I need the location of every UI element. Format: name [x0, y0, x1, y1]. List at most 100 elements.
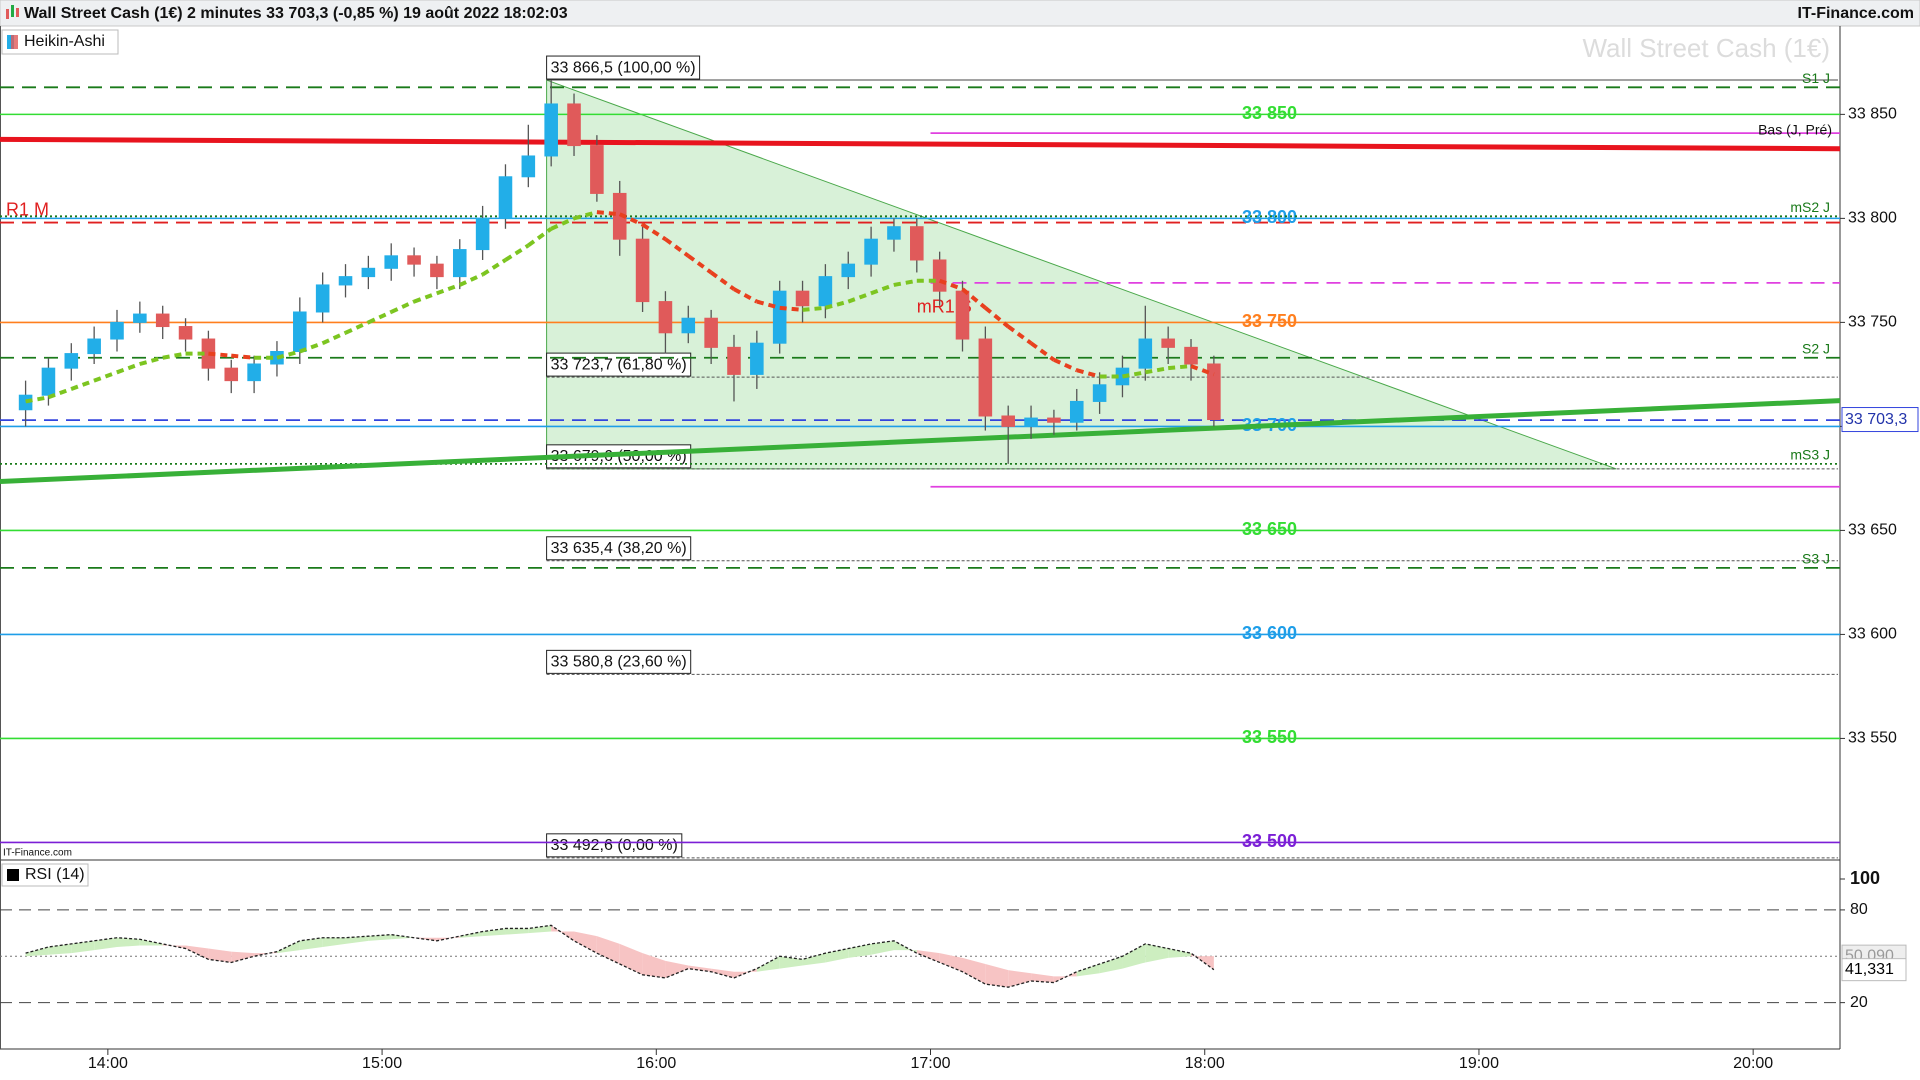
y-tick-label: 33 650	[1848, 522, 1897, 539]
candle-body	[521, 155, 536, 178]
level-name: S1 J	[1802, 70, 1830, 86]
moving-average	[504, 243, 530, 262]
moving-average	[573, 210, 598, 221]
moving-average	[664, 237, 690, 258]
level-label: 33 800	[1242, 207, 1297, 227]
chart-title: Wall Street Cash (1€) 2 minutes 33 703,3…	[24, 5, 568, 22]
rsi-fill	[619, 943, 643, 975]
candle-body	[750, 342, 764, 375]
moving-average	[618, 212, 644, 227]
candle-body	[818, 276, 833, 307]
rsi-box	[1, 863, 89, 887]
candle-body	[772, 290, 787, 344]
moving-average	[162, 351, 186, 360]
moving-average	[116, 362, 141, 375]
moving-average	[893, 278, 918, 287]
level-label: 33 650	[1242, 519, 1297, 539]
candle-body	[475, 217, 490, 251]
rsi-fill	[711, 968, 734, 978]
candle-body	[247, 363, 261, 382]
rsi-fill	[1191, 953, 1214, 970]
candle-body	[658, 301, 673, 334]
moving-average	[1029, 341, 1056, 362]
rsi-icon	[7, 869, 19, 881]
rsi-y-tick-label: 20	[1850, 994, 1868, 1011]
rsi-fill	[71, 940, 95, 954]
moving-average	[390, 299, 415, 314]
level-name: S2 J	[1802, 340, 1830, 356]
style-icon	[11, 35, 18, 49]
rsi-fill	[916, 950, 940, 963]
moving-average	[1122, 370, 1146, 379]
moving-average	[984, 306, 1010, 329]
rsi-fill	[825, 948, 849, 963]
rsi-title: RSI (14)	[25, 866, 85, 883]
moving-average	[1053, 358, 1078, 373]
moving-average	[70, 378, 95, 391]
fib-label-box	[546, 352, 692, 377]
candle-body	[1207, 363, 1221, 421]
trend-name: Bas (J, Pré)	[1758, 121, 1832, 137]
candle-body	[704, 317, 718, 348]
candle-body	[544, 103, 558, 157]
candle-body	[41, 367, 56, 396]
last-price-label: 33 703,3	[1845, 411, 1907, 428]
candle-body	[590, 145, 604, 194]
level-label: 33 850	[1242, 103, 1297, 123]
moving-average	[47, 387, 72, 400]
rsi-fill	[985, 964, 1009, 988]
rsi-fill	[25, 947, 49, 957]
candle-body	[841, 263, 856, 278]
candle-body	[635, 238, 650, 303]
candle-body	[384, 255, 399, 269]
moving-average	[231, 353, 255, 360]
moving-average	[961, 287, 987, 310]
candle-body	[864, 238, 878, 265]
level-name: mS2 J	[1790, 199, 1830, 215]
moving-average	[344, 320, 370, 335]
moving-average	[596, 210, 620, 217]
y-tick-label: 33 850	[1848, 106, 1897, 123]
rsi-y-tick-label: 100	[1850, 868, 1880, 888]
moving-average	[1076, 368, 1101, 379]
rsi-fill	[688, 965, 712, 972]
moving-average	[779, 305, 803, 312]
candle-body	[361, 267, 376, 278]
brand-small: IT-Finance.com	[3, 848, 72, 859]
candle-body	[978, 338, 993, 417]
watermark: Wall Street Cash (1€)	[1582, 33, 1830, 63]
rsi-fill	[299, 937, 323, 951]
moving-average	[367, 310, 393, 325]
x-tick-label: 20:00	[1733, 1055, 1773, 1072]
moving-average	[550, 216, 575, 231]
moving-average	[709, 270, 736, 291]
rsi-value-label: 41,331	[1845, 961, 1894, 978]
level-label: 33 550	[1242, 727, 1297, 747]
candle-body	[910, 226, 924, 261]
moving-average	[687, 254, 713, 275]
candle-body	[133, 313, 147, 323]
moving-average	[527, 227, 553, 248]
candle-body	[795, 290, 810, 307]
rsi-fill	[322, 937, 346, 947]
candle-body	[293, 311, 307, 353]
fib-label: 33 492,6 (0,00 %)	[551, 837, 678, 854]
moving-average	[802, 305, 826, 312]
rsi-fill	[871, 940, 894, 955]
rsi-fill	[1076, 964, 1100, 977]
fib-label: 33 723,7 (61,80 %)	[551, 356, 687, 373]
moving-average	[93, 370, 118, 383]
style-box	[1, 29, 119, 55]
level-name: mS3 J	[1790, 447, 1830, 463]
candle-body	[932, 259, 947, 292]
moving-average	[641, 222, 667, 241]
rsi-fill	[596, 936, 620, 964]
header-icon	[6, 5, 19, 19]
rsi-fill	[939, 953, 963, 972]
candle-body	[1024, 417, 1038, 427]
rsi-fill	[779, 956, 803, 969]
moving-average	[824, 299, 849, 310]
rsi-fill	[665, 960, 689, 978]
moving-average	[25, 395, 49, 404]
candle-body	[887, 226, 901, 240]
